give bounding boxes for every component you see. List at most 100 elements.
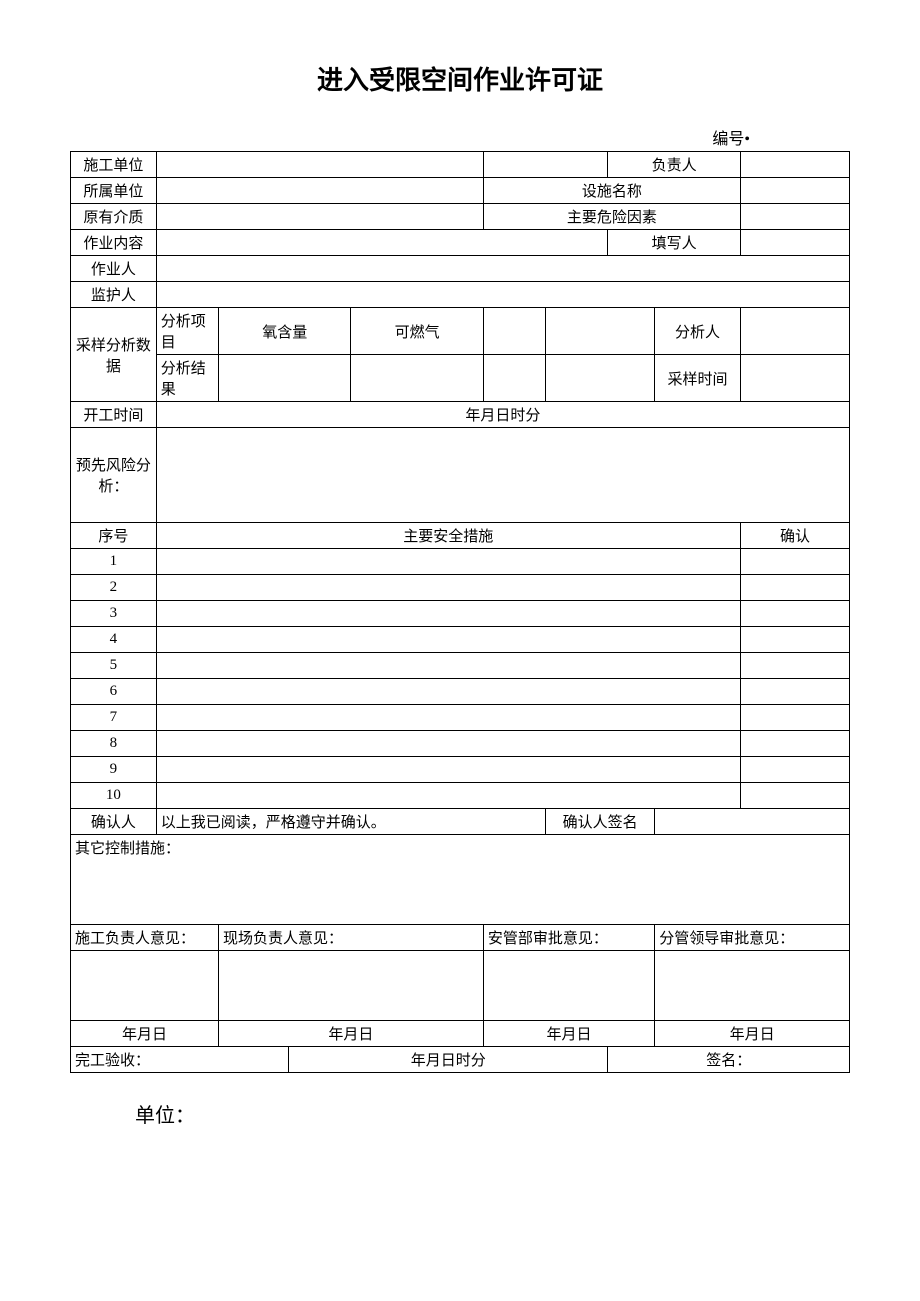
table-row: 分析结果 采样时间 — [71, 355, 850, 402]
label-guardian: 监护人 — [71, 282, 157, 308]
confirm-text: 以上我已阅读，严格遵守并确认。 — [156, 809, 545, 835]
label-start-time: 开工时间 — [71, 402, 157, 428]
completion-datetime: 年月日时分 — [289, 1047, 608, 1073]
table-row: 5 — [71, 653, 850, 679]
cell-filler — [740, 230, 849, 256]
seq-num: 4 — [71, 627, 157, 653]
label-construction-unit: 施工单位 — [71, 152, 157, 178]
table-row: 原有介质 主要危险因素 — [71, 204, 850, 230]
cell-dept-unit — [156, 178, 483, 204]
table-row: 确认人 以上我已阅读，严格遵守并确认。 确认人签名 — [71, 809, 850, 835]
label-safety-dept-opinion: 安管部审批意见： — [483, 925, 654, 951]
label-sample-time: 采样时间 — [655, 355, 741, 402]
cell-construction-opinion — [71, 951, 219, 1021]
table-row: 9 — [71, 757, 850, 783]
label-analysis-result: 分析结果 — [156, 355, 218, 402]
table-row: 4 — [71, 627, 850, 653]
cell-construction-unit — [156, 152, 483, 178]
cell-measure — [156, 549, 740, 575]
table-row: 预先风险分析： — [71, 428, 850, 523]
table-row: 施工负责人意见： 现场负责人意见： 安管部审批意见： 分管领导审批意见： — [71, 925, 850, 951]
label-sampling-data: 采样分析数据 — [71, 308, 157, 402]
cell-blank — [483, 308, 545, 355]
table-row: 年月日 年月日 年月日 年月日 — [71, 1021, 850, 1047]
cell-confirm — [740, 627, 849, 653]
table-row: 完工验收： 年月日时分 签名： — [71, 1047, 850, 1073]
cell-measure — [156, 783, 740, 809]
label-filler: 填写人 — [608, 230, 740, 256]
cell-flammable-result — [351, 355, 483, 402]
cell-work-content — [156, 230, 608, 256]
label-original-medium: 原有介质 — [71, 204, 157, 230]
label-facility-name: 设施名称 — [483, 178, 740, 204]
cell-measure — [156, 705, 740, 731]
date-leader: 年月日 — [655, 1021, 850, 1047]
label-oxygen: 氧含量 — [219, 308, 351, 355]
cell-leader-opinion — [655, 951, 850, 1021]
label-seq: 序号 — [71, 523, 157, 549]
date-site: 年月日 — [219, 1021, 484, 1047]
cell-confirm — [740, 679, 849, 705]
cell-confirm — [740, 705, 849, 731]
label-construction-opinion: 施工负责人意见： — [71, 925, 219, 951]
table-row: 序号 主要安全措施 确认 — [71, 523, 850, 549]
seq-num: 3 — [71, 601, 157, 627]
table-row: 开工时间 年月日时分 — [71, 402, 850, 428]
seq-num: 9 — [71, 757, 157, 783]
cell-confirm — [740, 601, 849, 627]
footer-unit: 单位： — [70, 1099, 850, 1128]
label-analyst: 分析人 — [655, 308, 741, 355]
table-row: 所属单位 设施名称 — [71, 178, 850, 204]
cell-confirm — [740, 575, 849, 601]
table-row: 其它控制措施： — [71, 835, 850, 925]
cell-analyst — [740, 308, 849, 355]
label-other-controls: 其它控制措施： — [71, 835, 850, 925]
label-flammable: 可燃气 — [351, 308, 483, 355]
cell-worker — [156, 256, 849, 282]
cell-facility-name — [740, 178, 849, 204]
table-row: 7 — [71, 705, 850, 731]
cell-measure — [156, 627, 740, 653]
seq-num: 7 — [71, 705, 157, 731]
label-confirm-sign: 确认人签名 — [546, 809, 655, 835]
table-row: 作业人 — [71, 256, 850, 282]
cell-measure — [156, 757, 740, 783]
table-row: 3 — [71, 601, 850, 627]
cell-confirm — [740, 783, 849, 809]
label-dept-unit: 所属单位 — [71, 178, 157, 204]
label-pre-risk: 预先风险分析： — [71, 428, 157, 523]
cell-measure — [156, 601, 740, 627]
cell-confirm — [740, 757, 849, 783]
label-confirm: 确认 — [740, 523, 849, 549]
label-work-content: 作业内容 — [71, 230, 157, 256]
cell-original-medium — [156, 204, 483, 230]
table-row: 采样分析数据 分析项目 氧含量 可燃气 分析人 — [71, 308, 850, 355]
table-row: 6 — [71, 679, 850, 705]
seq-num: 5 — [71, 653, 157, 679]
table-row: 施工单位 负责人 — [71, 152, 850, 178]
table-row: 作业内容 填写人 — [71, 230, 850, 256]
table-row: 监护人 — [71, 282, 850, 308]
table-row — [71, 951, 850, 1021]
cell-main-hazard — [740, 204, 849, 230]
table-row: 2 — [71, 575, 850, 601]
cell-responsible — [740, 152, 849, 178]
cell-confirm-sign — [655, 809, 850, 835]
cell-blank — [483, 355, 545, 402]
cell-blank — [546, 308, 655, 355]
cell-blank — [546, 355, 655, 402]
label-analysis-item: 分析项目 — [156, 308, 218, 355]
cell-measure — [156, 731, 740, 757]
label-confirmer: 确认人 — [71, 809, 157, 835]
date-construction: 年月日 — [71, 1021, 219, 1047]
label-leader-opinion: 分管领导审批意见： — [655, 925, 850, 951]
cell-blank — [483, 152, 608, 178]
cell-measure — [156, 653, 740, 679]
cell-confirm — [740, 549, 849, 575]
seq-num: 6 — [71, 679, 157, 705]
cell-measure — [156, 679, 740, 705]
label-main-hazard: 主要危险因素 — [483, 204, 740, 230]
date-safety-dept: 年月日 — [483, 1021, 654, 1047]
cell-sample-time — [740, 355, 849, 402]
table-row: 1 — [71, 549, 850, 575]
